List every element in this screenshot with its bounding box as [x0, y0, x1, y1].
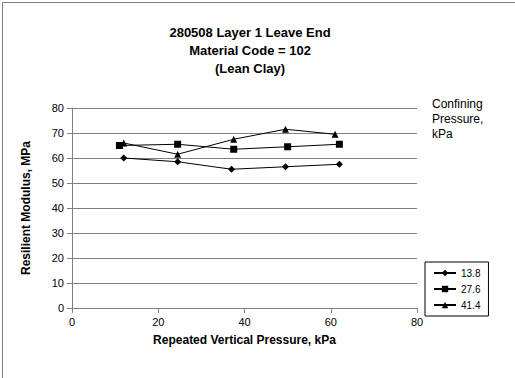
- svg-text:(Lean Clay): (Lean Clay): [215, 61, 285, 76]
- svg-text:50: 50: [52, 177, 64, 189]
- svg-text:41.4: 41.4: [461, 300, 481, 311]
- svg-text:Material Code = 102: Material Code = 102: [189, 43, 311, 58]
- svg-text:80: 80: [52, 102, 64, 114]
- svg-text:80: 80: [411, 316, 423, 328]
- svg-text:30: 30: [52, 227, 64, 239]
- svg-text:Repeated Vertical Pressure, kP: Repeated Vertical Pressure, kPa: [153, 333, 336, 347]
- svg-text:0: 0: [69, 316, 75, 328]
- svg-text:Confining: Confining: [432, 97, 483, 111]
- svg-text:40: 40: [238, 316, 250, 328]
- svg-text:13.8: 13.8: [461, 268, 481, 279]
- svg-text:Resilient Modulus, MPa: Resilient Modulus, MPa: [19, 141, 33, 275]
- svg-text:60: 60: [325, 316, 337, 328]
- svg-text:20: 20: [152, 316, 164, 328]
- svg-text:70: 70: [52, 127, 64, 139]
- svg-text:60: 60: [52, 152, 64, 164]
- svg-text:10: 10: [52, 277, 64, 289]
- svg-text:0: 0: [58, 302, 64, 314]
- svg-text:20: 20: [52, 252, 64, 264]
- svg-text:Pressure,: Pressure,: [432, 112, 483, 126]
- svg-text:27.6: 27.6: [461, 284, 481, 295]
- svg-text:kPa: kPa: [432, 127, 453, 141]
- svg-text:280508 Layer 1 Leave End: 280508 Layer 1 Leave End: [169, 25, 330, 40]
- svg-text:40: 40: [52, 202, 64, 214]
